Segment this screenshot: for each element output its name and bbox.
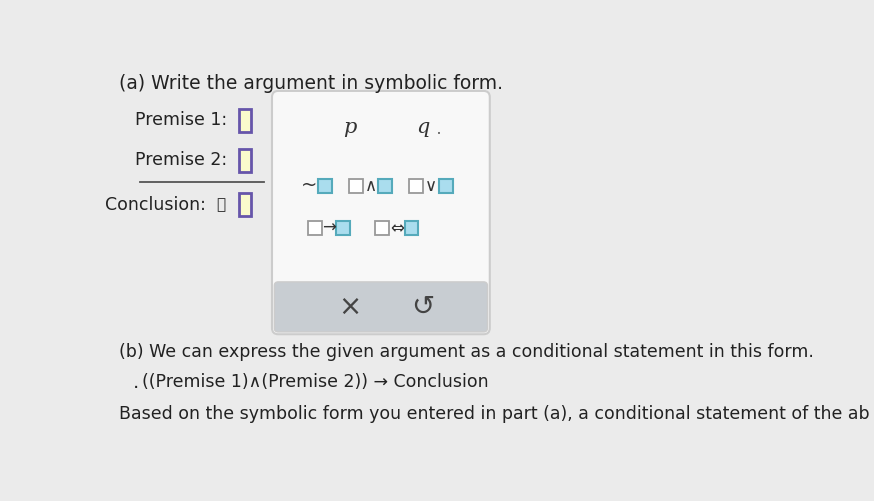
FancyBboxPatch shape — [274, 282, 488, 332]
FancyBboxPatch shape — [439, 179, 453, 192]
Text: q: q — [416, 118, 430, 137]
FancyBboxPatch shape — [336, 221, 350, 235]
Text: →: → — [322, 219, 336, 237]
FancyBboxPatch shape — [239, 193, 251, 216]
Text: ∧: ∧ — [364, 177, 377, 194]
FancyBboxPatch shape — [378, 179, 392, 192]
FancyBboxPatch shape — [318, 179, 331, 192]
FancyBboxPatch shape — [272, 91, 489, 334]
Text: Conclusion:: Conclusion: — [105, 196, 206, 214]
FancyBboxPatch shape — [409, 179, 423, 192]
Text: ∴: ∴ — [216, 198, 225, 212]
Text: ↺: ↺ — [412, 293, 434, 321]
Text: ((Premise 1)∧(Premise 2)) → Conclusion: ((Premise 1)∧(Premise 2)) → Conclusion — [142, 373, 489, 391]
FancyBboxPatch shape — [405, 221, 419, 235]
Text: Based on the symbolic form you entered in part (a), a conditional statement of t: Based on the symbolic form you entered i… — [119, 405, 869, 423]
Text: Premise 2:: Premise 2: — [135, 151, 227, 169]
FancyBboxPatch shape — [239, 109, 251, 132]
Text: ⇔: ⇔ — [390, 219, 404, 237]
FancyBboxPatch shape — [308, 221, 322, 235]
Text: ×: × — [338, 293, 361, 321]
Text: ∨: ∨ — [425, 177, 437, 194]
Text: .: . — [133, 373, 139, 392]
FancyBboxPatch shape — [375, 221, 389, 235]
Text: ~: ~ — [301, 176, 317, 195]
FancyBboxPatch shape — [239, 149, 251, 172]
Text: Premise 1:: Premise 1: — [135, 111, 227, 129]
FancyBboxPatch shape — [349, 179, 363, 192]
Text: (a) Write the argument in symbolic form.: (a) Write the argument in symbolic form. — [119, 74, 503, 93]
Text: p: p — [343, 118, 357, 137]
Text: (b) We can express the given argument as a conditional statement in this form.: (b) We can express the given argument as… — [119, 344, 814, 362]
Text: •: • — [437, 131, 440, 137]
